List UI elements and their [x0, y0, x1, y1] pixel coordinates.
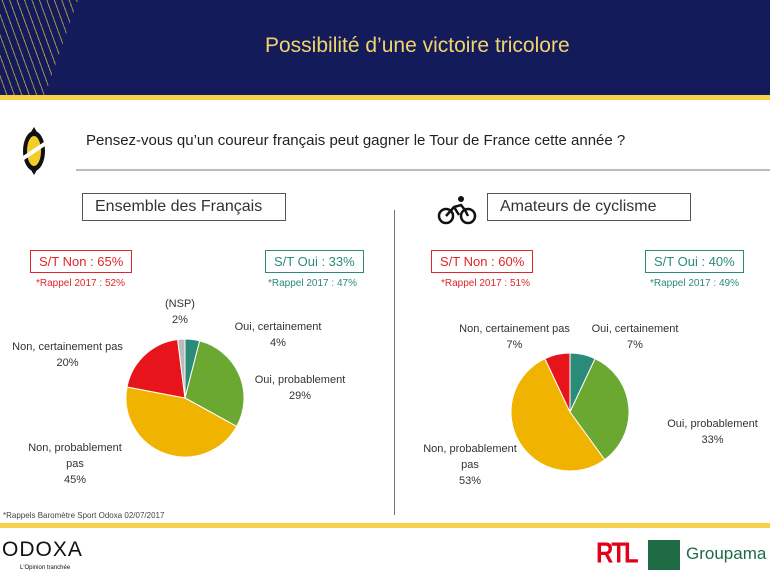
right-label-non-prob: Non, probablement pas 53% [423, 443, 517, 487]
right-rappel-non: *Rappel 2017 : 51% [441, 278, 530, 289]
panel-divider [394, 210, 395, 515]
groupama-logo: Groupama [686, 544, 767, 563]
pie-slice-oui-probablement [184, 340, 245, 428]
right-pie-chart [510, 352, 630, 472]
herringbone-pattern [0, 0, 78, 95]
pie-slice-oui-probablement [569, 357, 630, 461]
page-title: Possibilité d’une victoire tricolore [265, 34, 570, 57]
pie-slice-non-certainement-pas [544, 352, 571, 413]
bicycle-icon [437, 196, 477, 225]
pie-slice-non-probablement-pas [510, 357, 606, 472]
right-label-non-cert: Non, certainement pas 7% [459, 323, 570, 351]
left-st-non: S/T Non : 65% [30, 250, 133, 273]
survey-question: Pensez-vous qu’un coureur français peut … [86, 132, 626, 149]
right-panel-title: Amateurs de cyclisme [487, 193, 691, 221]
rtl-logo: RTL [596, 537, 639, 570]
footnote: *Rappels Baromètre Sport Odoxa 02/07/201… [3, 511, 165, 520]
left-label-oui-prob: Oui, probablement 29% [254, 374, 346, 402]
question-underline [76, 169, 770, 171]
left-st-oui: S/T Oui : 33% [265, 250, 364, 273]
right-rappel-oui: *Rappel 2017 : 49% [650, 278, 739, 289]
left-label-non-cert: Non, certainement pas 20% [12, 341, 123, 369]
pie-slice-nsp [177, 338, 186, 399]
left-label-non-prob: Non, probablement pas 45% [28, 442, 122, 486]
odoxa-logo: ODOXA [2, 538, 83, 561]
groupama-icon [648, 540, 680, 570]
right-st-non: S/T Non : 60% [431, 250, 534, 273]
gold-divider [0, 95, 770, 100]
left-label-nsp: (NSP) 2% [165, 298, 195, 326]
left-panel-title: Ensemble des Français [82, 193, 286, 221]
right-st-oui: S/T Oui : 40% [645, 250, 744, 273]
header-banner: Possibilité d’une victoire tricolore [0, 0, 770, 95]
odoxa-tagline: L'Opinion tranchée [20, 565, 71, 571]
odoxa-icon [22, 127, 46, 175]
gold-divider-bottom [0, 523, 770, 528]
pie-slice-non-certainement-pas [126, 338, 186, 399]
right-label-oui-prob: Oui, probablement 33% [667, 418, 758, 446]
left-pie-chart [125, 338, 245, 458]
pie-slice-non-probablement-pas [125, 386, 238, 458]
left-rappel-non: *Rappel 2017 : 52% [36, 278, 125, 289]
left-rappel-oui: *Rappel 2017 : 47% [268, 278, 357, 289]
left-label-oui-cert: Oui, certainement 4% [234, 321, 322, 349]
right-label-oui-cert: Oui, certainement 7% [591, 323, 679, 351]
